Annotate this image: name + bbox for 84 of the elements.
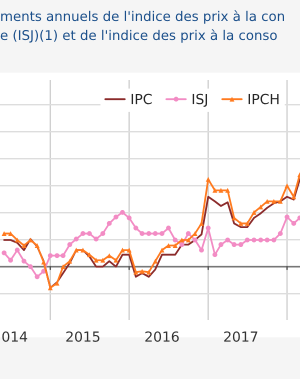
point — [60, 253, 66, 258]
point — [80, 248, 86, 253]
point — [133, 226, 138, 230]
point — [172, 243, 178, 248]
legend-label: ISJ — [192, 94, 208, 107]
point — [160, 248, 164, 253]
chart-subtitle: e (ISJ)(1) et de l'indice des prix à la conso — [0, 29, 277, 43]
point — [34, 274, 40, 280]
point — [278, 231, 283, 236]
point — [2, 231, 7, 236]
point — [22, 258, 26, 264]
point — [244, 238, 250, 242]
point — [94, 236, 99, 242]
point — [212, 252, 218, 258]
point — [120, 248, 125, 253]
point — [100, 231, 106, 236]
point — [225, 188, 230, 193]
legend-label: IPCH — [248, 94, 279, 104]
point — [172, 238, 178, 242]
point — [206, 226, 211, 230]
point — [41, 260, 46, 264]
point — [34, 243, 40, 248]
point — [140, 231, 145, 236]
point — [86, 231, 92, 236]
point — [291, 221, 296, 226]
point — [152, 258, 158, 264]
point — [160, 231, 164, 236]
point — [133, 270, 138, 275]
point — [67, 242, 72, 248]
point — [186, 231, 191, 236]
point — [278, 198, 283, 204]
point — [271, 198, 276, 204]
point — [179, 242, 184, 248]
point — [14, 248, 20, 253]
point — [140, 268, 145, 274]
point — [74, 248, 79, 253]
point — [126, 248, 132, 253]
point — [152, 231, 158, 236]
point — [146, 270, 152, 275]
point — [146, 231, 152, 236]
point — [218, 242, 224, 248]
point — [271, 238, 276, 242]
x-tick-label: 2015 — [66, 331, 100, 342]
point — [114, 214, 118, 220]
point — [186, 238, 191, 242]
x-tick-label: 014 — [2, 331, 28, 342]
point — [22, 243, 26, 248]
point — [232, 242, 237, 248]
point — [48, 253, 53, 258]
point — [86, 252, 92, 258]
point — [199, 248, 204, 253]
point — [166, 243, 171, 248]
point — [80, 231, 86, 236]
point — [100, 258, 106, 263]
point — [192, 238, 198, 242]
x-tick-label: 2017 — [224, 331, 258, 342]
point — [166, 226, 171, 230]
point — [106, 221, 112, 226]
x-tick-label: 2016 — [145, 331, 179, 342]
point — [264, 238, 270, 242]
point — [54, 253, 60, 258]
point — [252, 238, 256, 242]
point — [67, 258, 72, 264]
point — [74, 236, 79, 242]
point — [218, 188, 224, 193]
point — [212, 188, 218, 193]
point — [120, 210, 125, 215]
point — [258, 238, 264, 242]
point — [8, 258, 14, 263]
point — [244, 221, 250, 226]
point — [106, 253, 112, 258]
point — [284, 183, 290, 188]
point — [60, 264, 66, 270]
point — [238, 221, 244, 226]
point — [94, 258, 99, 263]
point — [225, 238, 230, 242]
point — [284, 214, 290, 220]
chart-title: ments annuels de l'indice des prix à la con — [1, 10, 284, 24]
point — [126, 216, 132, 220]
point — [28, 264, 33, 270]
point — [252, 210, 256, 215]
point — [238, 242, 244, 248]
legend-label: IPC — [132, 94, 152, 104]
point — [2, 250, 7, 256]
